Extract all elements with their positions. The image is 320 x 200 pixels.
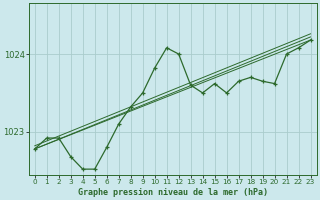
X-axis label: Graphe pression niveau de la mer (hPa): Graphe pression niveau de la mer (hPa)	[78, 188, 268, 197]
